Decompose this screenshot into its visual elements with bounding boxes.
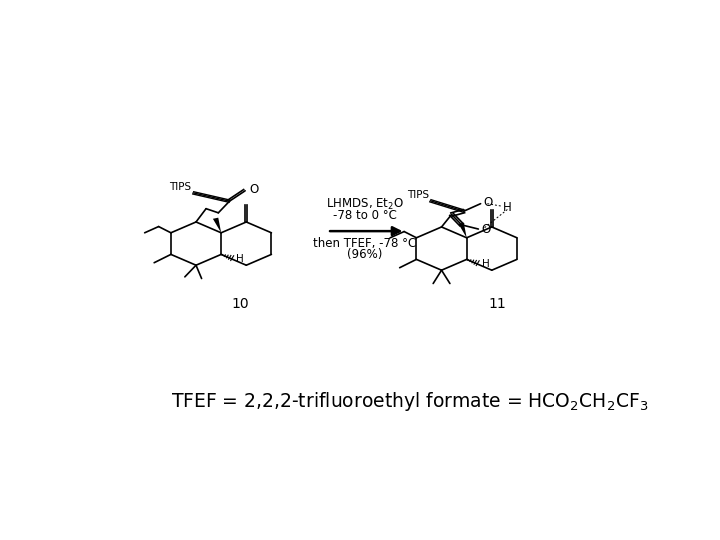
Text: TIPS: TIPS — [169, 181, 192, 192]
Text: then TFEF, -78 °C: then TFEF, -78 °C — [313, 237, 417, 250]
Text: TFEF = 2,2,2-trifluoroethyl formate = HCO$_2$CH$_2$CF$_3$: TFEF = 2,2,2-trifluoroethyl formate = HC… — [171, 390, 648, 413]
Text: H: H — [503, 201, 512, 214]
Text: O: O — [483, 197, 492, 210]
Polygon shape — [213, 218, 221, 233]
Text: TIPS: TIPS — [407, 190, 428, 199]
Text: H: H — [482, 259, 490, 268]
Text: H: H — [236, 254, 244, 264]
Text: -78 to 0 °C: -78 to 0 °C — [333, 209, 397, 222]
Text: O: O — [250, 184, 258, 197]
Text: 10: 10 — [232, 297, 249, 311]
Text: O: O — [481, 222, 490, 235]
Text: LHMDS, Et$_2$O: LHMDS, Et$_2$O — [326, 197, 404, 212]
Text: (96%): (96%) — [348, 248, 383, 261]
Text: 11: 11 — [488, 297, 506, 311]
Polygon shape — [459, 222, 467, 238]
